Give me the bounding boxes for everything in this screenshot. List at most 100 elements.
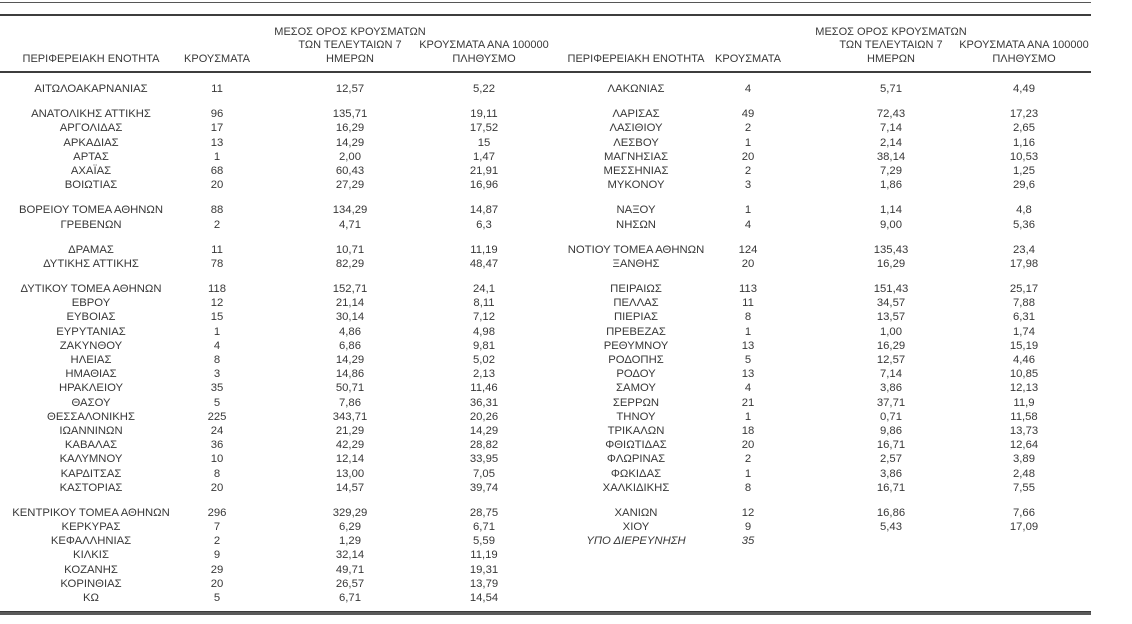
- cell-per100k: 4,98: [473, 325, 495, 338]
- cell-cases: 36: [210, 439, 224, 452]
- table-row: ΗΛΕΙΑΣ 8 14,29 5,02: [0, 353, 546, 367]
- cell-cases: 18: [741, 424, 755, 437]
- table-row: ΝΟΤΙΟΥ ΤΟΜΕΑ ΑΘΗΝΩΝ 124 135,43 23,4: [546, 243, 1092, 257]
- cell-name: ΚΕΡΚΥΡΑΣ: [61, 521, 121, 534]
- row-group: ΛΑΡΙΣΑΣ 49 72,43 17,23 ΛΑΣΙΘΙΟΥ 2 7,14 2,65 ΛΕΣΒ…: [546, 107, 1092, 192]
- cell-avg7: 9,00: [880, 218, 902, 231]
- cell-per100k: 2,48: [1013, 467, 1035, 480]
- cell-avg7: 13,00: [335, 467, 365, 480]
- cell-cases: 1: [744, 325, 752, 338]
- column-header-per-100000: ΚΡΟΥΣΜΑΤΑ ΑΝΑ 100000 ΠΛΗΘΥΣΜΟ: [959, 39, 1089, 65]
- cell-per100k: 3,89: [1013, 453, 1035, 466]
- table-row: ΤΗΝΟΥ 1 0,71 11,58: [546, 410, 1092, 424]
- cell-cases: 21: [741, 396, 755, 409]
- cell-per100k: 17,09: [1009, 521, 1039, 534]
- cell-avg7: 9,86: [880, 424, 902, 437]
- table-row: ΑΡΓΟΛΙΔΑΣ 17 16,29 17,52: [0, 121, 546, 135]
- cell-avg7: 2,57: [880, 453, 902, 466]
- cell-per100k: 29,6: [1013, 179, 1035, 192]
- cell-per100k: 9,81: [473, 339, 495, 352]
- cell-avg7: 49,71: [335, 563, 365, 576]
- cell-cases: 96: [210, 108, 224, 121]
- cell-per100k: 1,16: [1013, 136, 1035, 149]
- cell-avg7: 10,71: [335, 243, 365, 256]
- cell-per100k: 21,91: [469, 164, 499, 177]
- cell-name: ΚΙΛΚΙΣ: [73, 549, 109, 562]
- cell-name: ΚΩ: [83, 592, 99, 604]
- cell-cases: 225: [207, 410, 227, 423]
- cell-per100k: 15: [477, 136, 491, 149]
- cell-name: ΔΥΤΙΚΟΥ ΤΟΜΕΑ ΑΘΗΝΩΝ: [20, 283, 162, 296]
- cell-per100k: 16,96: [469, 179, 499, 192]
- table-row: ΠΕΙΡΑΙΩΣ 113 151,43 25,17: [546, 282, 1092, 296]
- cell-name: ΚΟΡΙΝΘΙΑΣ: [60, 577, 122, 590]
- table-body: ΑΙΤΩΛΟΑΚΑΡΝΑΝΙΑΣ 11 12,57 5,22 ΑΝΑΤΟΛΙΚΗΣ ΑΤ…: [0, 73, 546, 605]
- cell-avg7: 14,86: [335, 368, 365, 381]
- table-row: ΣΑΜΟΥ 4 3,86 12,13: [546, 381, 1092, 395]
- cell-avg7: 16,71: [876, 439, 906, 452]
- cell-cases: 8: [213, 467, 221, 480]
- cell-cases: 9: [744, 521, 752, 534]
- cell-cases: 13: [741, 368, 755, 381]
- cell-per100k: 6,3: [476, 218, 492, 231]
- cell-avg7: 72,43: [876, 108, 906, 121]
- cell-per100k: 14,29: [469, 424, 499, 437]
- cell-avg7: 151,43: [873, 283, 909, 296]
- cell-avg7: 21,14: [335, 297, 365, 310]
- table-row: ΚΟΡΙΝΘΙΑΣ 20 26,57 13,79: [0, 577, 546, 591]
- column-header-cases: ΚΡΟΥΣΜΑΤΑ: [184, 52, 250, 65]
- cell-avg7: 152,71: [332, 283, 368, 296]
- row-group: ΔΥΤΙΚΟΥ ΤΟΜΕΑ ΑΘΗΝΩΝ 118 152,71 24,1 ΕΒΡΟΥ 12…: [0, 282, 546, 495]
- table-row: ΧΑΝΙΩΝ 12 16,86 7,66: [546, 506, 1092, 520]
- cell-cases: 1: [213, 325, 221, 338]
- cell-avg7: 7,29: [880, 164, 902, 177]
- cell-per100k: 48,47: [469, 257, 499, 270]
- cell-name: ΣΑΜΟΥ: [616, 382, 656, 395]
- cell-per100k: 17,98: [1009, 257, 1039, 270]
- table-row: ΚΕΦΑΛΛΗΝΙΑΣ 2 1,29 5,59: [0, 534, 546, 548]
- cell-name: ΠΕΙΡΑΙΩΣ: [610, 283, 662, 296]
- cell-avg7: 50,71: [335, 382, 365, 395]
- table-row: ΚΑΣΤΟΡΙΑΣ 20 14,57 39,74: [0, 481, 546, 495]
- cell-name: ΕΥΒΟΙΑΣ: [66, 311, 116, 324]
- cell-avg7: 1,14: [880, 204, 902, 217]
- cell-cases: 17: [210, 122, 224, 135]
- cell-cases: 20: [210, 179, 224, 192]
- cell-cases: 296: [207, 506, 227, 519]
- table-row: ΑΝΑΤΟΛΙΚΗΣ ΑΤΤΙΚΗΣ 96 135,71 19,11: [0, 107, 546, 121]
- table-row: ΚΙΛΚΙΣ 9 32,14 11,19: [0, 548, 546, 562]
- cell-per100k: 25,17: [1009, 283, 1039, 296]
- table-row: ΚΑΒΑΛΑΣ 36 42,29 28,82: [0, 438, 546, 452]
- cell-per100k: 17,23: [1009, 108, 1039, 121]
- table-row: ΒΟΡΕΙΟΥ ΤΟΜΕΑ ΑΘΗΝΩΝ 88 134,29 14,87: [0, 203, 546, 217]
- cell-name: ΜΑΓΝΗΣΙΑΣ: [603, 150, 669, 163]
- cell-per100k: 6,31: [1013, 311, 1035, 324]
- cell-name: ΗΡΑΚΛΕΙΟΥ: [58, 382, 124, 395]
- cell-avg7: 3,86: [880, 467, 902, 480]
- cell-cases: 5: [213, 396, 221, 409]
- cell-name: ΗΜΑΘΙΑΣ: [65, 368, 117, 381]
- cell-cases: 12: [741, 506, 755, 519]
- table-row: ΓΡΕΒΕΝΩΝ 2 4,71 6,3: [0, 218, 546, 232]
- cell-name: ΚΑΣΤΟΡΙΑΣ: [59, 481, 123, 494]
- cell-cases: 4: [213, 339, 221, 352]
- cell-name: ΞΑΝΘΗΣ: [612, 257, 660, 270]
- table-row: ΜΥΚΟΝΟΥ 3 1,86 29,6: [546, 178, 1092, 192]
- cell-cases: 2: [744, 122, 752, 135]
- cell-cases: 8: [213, 354, 221, 366]
- cell-cases: 113: [738, 283, 757, 296]
- table-row: ΑΙΤΩΛΟΑΚΑΡΝΑΝΙΑΣ 11 12,57 5,22: [0, 82, 546, 96]
- cell-per100k: 11,46: [470, 382, 498, 395]
- cell-per100k: 24,1: [473, 283, 495, 296]
- cell-per100k: 1,47: [473, 150, 495, 163]
- cell-name: ΤΡΙΚΑΛΩΝ: [607, 424, 665, 437]
- cell-avg7: 14,29: [335, 354, 365, 366]
- cell-avg7: 16,29: [335, 122, 365, 135]
- cell-name: ΦΛΩΡΙΝΑΣ: [606, 453, 666, 466]
- cell-name: ΙΩΑΝΝΙΝΩΝ: [59, 424, 123, 437]
- regional-units-table-left: ΠΕΡΙΦΕΡΕΙΑΚΗ ΕΝΟΤΗΤΑ ΚΡΟΥΣΜΑΤΑ ΜΕΣΟΣ ΟΡΟ…: [0, 0, 549, 624]
- cell-name: ΕΥΡΥΤΑΝΙΑΣ: [56, 325, 126, 338]
- cell-name: ΠΕΛΛΑΣ: [613, 297, 659, 310]
- cell-avg7: 343,71: [332, 410, 368, 423]
- table-row: ΖΑΚΥΝΘΟΥ 4 6,86 9,81: [0, 339, 546, 353]
